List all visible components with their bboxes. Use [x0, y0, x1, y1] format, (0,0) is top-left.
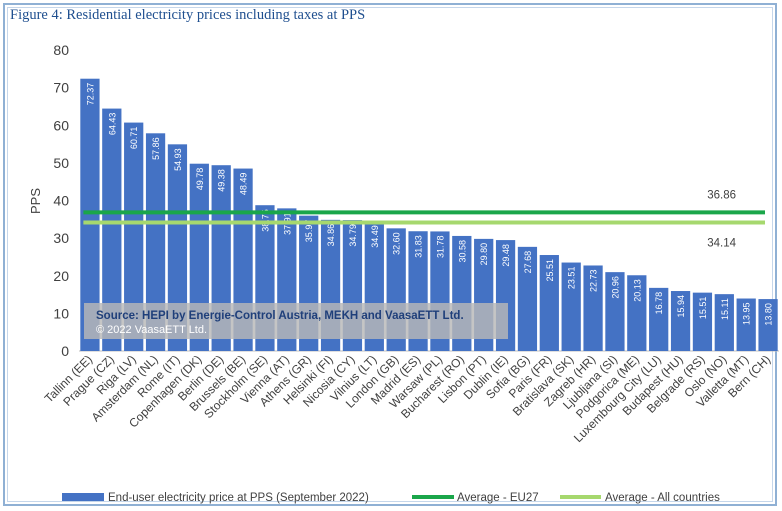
legend-label-bars: End-user electricity price at PPS (Septe… — [108, 492, 369, 504]
bar-value-label: 22.73 — [589, 269, 599, 292]
bar-value-label: 25.51 — [545, 259, 555, 282]
bar-value-label: 15.11 — [720, 298, 730, 320]
x-tick-labels: Tallinn (EE)Prague (CZ)Riga (LV)Amsterda… — [42, 352, 773, 445]
bar-value-label: 49.38 — [217, 169, 227, 192]
bar — [80, 78, 100, 351]
bar — [124, 122, 144, 351]
legend-label-all-countries: Average - All countries — [605, 492, 720, 504]
y-tick-label: 60 — [53, 117, 69, 133]
bar-value-label: 48.49 — [239, 173, 249, 196]
bar — [583, 265, 603, 351]
bar-value-label: 15.51 — [698, 297, 708, 320]
bar — [758, 299, 778, 351]
bar-value-label: 13.95 — [742, 303, 752, 326]
y-tick-label: 40 — [53, 193, 69, 209]
average-all-countries-value-label: 34.14 — [707, 238, 736, 250]
y-axis: 0 10 20 30 40 50 60 70 80 — [53, 42, 69, 359]
bar-value-label: 31.78 — [435, 235, 445, 258]
bar — [167, 144, 188, 351]
bar-value-label: 30.58 — [457, 240, 467, 263]
bar-value-label: 72.37 — [85, 83, 95, 106]
bar — [670, 291, 691, 351]
bar-value-label: 20.13 — [632, 279, 642, 302]
y-tick-label: 10 — [53, 305, 69, 321]
y-tick-label: 30 — [53, 230, 69, 246]
y-tick-label: 20 — [53, 268, 69, 284]
source-note-line2: © 2022 VaasaETT Ltd. — [96, 324, 207, 336]
figure-title: Figure 4: Residential electricity prices… — [10, 7, 366, 23]
bar-value-label: 35.97 — [304, 220, 314, 243]
bar — [649, 287, 669, 351]
bar-value-label: 34.86 — [326, 224, 336, 247]
bar — [102, 108, 122, 351]
bar — [627, 275, 647, 351]
y-tick-label: 80 — [53, 42, 69, 58]
bar-value-label: 34.49 — [370, 225, 380, 248]
y-tick-label: 0 — [61, 343, 69, 359]
bar-value-label: 23.51 — [567, 267, 577, 290]
y-tick-label: 70 — [53, 80, 69, 96]
bar-value-label: 31.83 — [414, 235, 424, 258]
source-note-line1: Source: HEPI by Energie-Control Austria,… — [96, 310, 464, 322]
bar-value-label: 16.78 — [654, 292, 664, 315]
source-note: Source: HEPI by Energie-Control Austria,… — [84, 303, 508, 339]
bar — [692, 292, 713, 351]
figure-inner-border — [7, 7, 773, 502]
bar-value-label: 15.94 — [676, 295, 686, 318]
bar-value-label: 34.79 — [348, 224, 358, 247]
bar-value-label: 29.48 — [501, 244, 511, 267]
bar-value-label: 13.80 — [764, 303, 774, 326]
bar-value-label: 54.93 — [173, 148, 183, 171]
bar-value-label: 20.96 — [610, 276, 620, 299]
bar — [145, 133, 166, 351]
bar-value-label: 38.75 — [260, 209, 270, 232]
legend-swatch-bars — [62, 493, 104, 501]
bar — [561, 262, 581, 351]
average-eu27-value-label: 36.86 — [707, 189, 736, 201]
bar-value-label: 60.71 — [129, 127, 139, 150]
bar — [539, 255, 559, 351]
bar — [714, 294, 734, 351]
bar-value-label: 49.78 — [195, 168, 205, 191]
source-note-box — [84, 303, 508, 339]
y-axis-label: PPS — [28, 188, 43, 214]
bar-value-label: 32.60 — [392, 232, 402, 255]
bar-value-label: 29.80 — [479, 243, 489, 266]
bar — [605, 272, 625, 351]
legend-label-eu27: Average - EU27 — [457, 492, 539, 504]
legend: End-user electricity price at PPS (Septe… — [62, 492, 720, 504]
bar-value-label: 64.43 — [107, 113, 117, 136]
bar — [517, 246, 538, 351]
bar-value-label: 27.68 — [523, 251, 533, 274]
bar-value-label: 57.86 — [151, 137, 161, 160]
y-tick-label: 50 — [53, 155, 69, 171]
reference-lines: 36.86 34.14 — [83, 189, 765, 250]
bar — [736, 298, 756, 351]
